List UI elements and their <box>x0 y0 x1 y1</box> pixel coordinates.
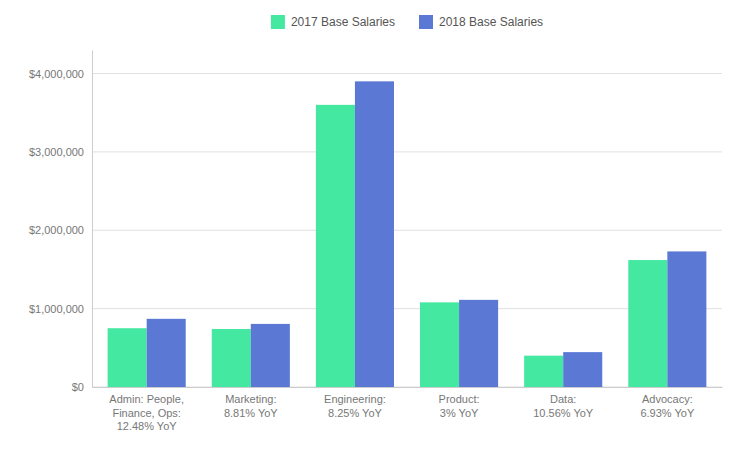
x-tick-label-line: Marketing: <box>225 393 276 405</box>
x-tick-label-line: 8.81% YoY <box>224 407 278 419</box>
x-tick: Data: 10.56% YoY <box>533 393 594 419</box>
y-tick-label: $1,000,000 <box>29 303 84 315</box>
x-tick-label-line: 6.93% YoY <box>640 407 694 419</box>
bar <box>667 251 706 387</box>
y-axis: $0 $1,000,000 $2,000,000 $3,000,000 $4,000,0… <box>29 51 93 394</box>
bar <box>355 81 394 387</box>
grid <box>92 74 722 387</box>
legend: 2017 Base Salaries 2018 Base Salaries <box>271 15 543 29</box>
bar-series <box>147 81 707 387</box>
y-tick: $3,000,000 <box>29 146 84 158</box>
x-tick-label: Marketing: 8.81% YoY <box>224 393 278 419</box>
x-tick: Engineering: 8.25% YoY <box>324 393 386 419</box>
x-tick: Advocacy: 6.93% YoY <box>640 393 694 419</box>
x-tick: Product: 3% YoY <box>439 393 480 419</box>
bar <box>147 319 186 387</box>
y-axis-line <box>92 51 93 388</box>
y-tick-label: $0 <box>72 381 84 393</box>
bar <box>563 352 602 387</box>
y-tick: $2,000,000 <box>29 224 84 236</box>
bar <box>251 324 290 387</box>
bar <box>108 328 147 387</box>
y-tick: $4,000,000 <box>29 68 84 80</box>
x-axis-line <box>93 387 723 388</box>
x-tick-label-line: 8.25% YoY <box>328 407 382 419</box>
bar <box>316 105 355 387</box>
bar <box>628 260 667 387</box>
y-tick-label: $4,000,000 <box>29 68 84 80</box>
grid-line <box>92 387 722 388</box>
x-tick-label-line: 3% YoY <box>440 407 479 419</box>
x-tick-label-line: 10.56% YoY <box>533 407 594 419</box>
x-tick-label-line: Admin: People, <box>109 393 184 405</box>
grid-line <box>92 308 722 309</box>
chart-container: $0 $1,000,000 $2,000,000 $3,000,000 $4,000,0… <box>0 0 742 459</box>
x-tick-label: Data: 10.56% YoY <box>533 393 594 419</box>
grid-line <box>92 151 722 152</box>
bar <box>524 356 563 387</box>
x-tick-label: Product: 3% YoY <box>439 393 480 419</box>
x-tick-label-line: Engineering: <box>324 393 386 405</box>
legend-swatch <box>419 15 433 29</box>
x-tick: Marketing: 8.81% YoY <box>224 393 278 419</box>
legend-item: 2017 Base Salaries <box>271 15 395 29</box>
x-tick: Admin: People, Finance, Ops:12.48% YoY <box>109 393 184 433</box>
x-tick-label-line: 12.48% YoY <box>117 420 178 432</box>
x-tick-label-line: Finance, Ops: <box>112 407 180 419</box>
bar <box>212 329 251 387</box>
chart-svg: $0 $1,000,000 $2,000,000 $3,000,000 $4,000,0… <box>0 0 742 459</box>
x-tick-label-line: Advocacy: <box>642 393 693 405</box>
legend-label: 2017 Base Salaries <box>291 15 395 29</box>
x-tick-label: Advocacy: 6.93% YoY <box>640 393 694 419</box>
legend-label: 2018 Base Salaries <box>439 15 543 29</box>
legend-swatch <box>271 15 285 29</box>
x-tick-label-line: Product: <box>439 393 480 405</box>
x-tick-label: Engineering: 8.25% YoY <box>324 393 386 419</box>
x-axis: Admin: People, Finance, Ops:12.48% YoY Mar… <box>93 388 723 433</box>
y-tick: $1,000,000 <box>29 303 84 315</box>
x-tick-label: Admin: People, Finance, Ops:12.48% YoY <box>109 393 184 433</box>
y-tick-label: $3,000,000 <box>29 146 84 158</box>
bars <box>108 81 707 387</box>
bar <box>420 302 459 387</box>
grid-line <box>92 230 722 231</box>
y-tick: $0 <box>72 381 84 393</box>
y-tick-label: $2,000,000 <box>29 224 84 236</box>
grid-line <box>92 73 722 74</box>
bar <box>459 300 498 387</box>
legend-item: 2018 Base Salaries <box>419 15 543 29</box>
plot: $0 $1,000,000 $2,000,000 $3,000,000 $4,000,0… <box>29 51 723 433</box>
x-tick-label-line: Data: <box>550 393 576 405</box>
